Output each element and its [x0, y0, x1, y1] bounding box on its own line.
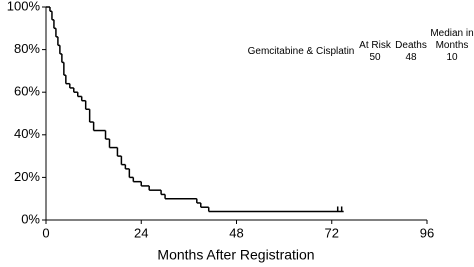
x-axis-label: Months After Registration — [157, 247, 314, 263]
x-tick-label: 48 — [229, 225, 243, 240]
y-tick-label: 20% — [14, 169, 40, 184]
table-value: 50 — [369, 52, 381, 63]
row-label: Gemcitabine & Cisplatin — [247, 46, 355, 57]
table-value: 48 — [405, 52, 417, 63]
y-tick-label: 60% — [14, 84, 40, 99]
table-header: At Risk — [359, 40, 391, 51]
x-tick-label: 72 — [325, 225, 339, 240]
x-tick-label: 0 — [42, 225, 49, 240]
table-header: Median in Months — [430, 28, 474, 51]
y-tick-label: 40% — [14, 126, 40, 141]
table-value: 10 — [446, 52, 458, 63]
table-header: Deaths — [395, 40, 427, 51]
y-tick-label: 0% — [21, 211, 40, 226]
x-tick-label: 96 — [420, 225, 434, 240]
y-tick-label: 100% — [7, 0, 41, 13]
y-tick-label: 80% — [14, 41, 40, 56]
x-tick-label: 24 — [134, 225, 148, 240]
